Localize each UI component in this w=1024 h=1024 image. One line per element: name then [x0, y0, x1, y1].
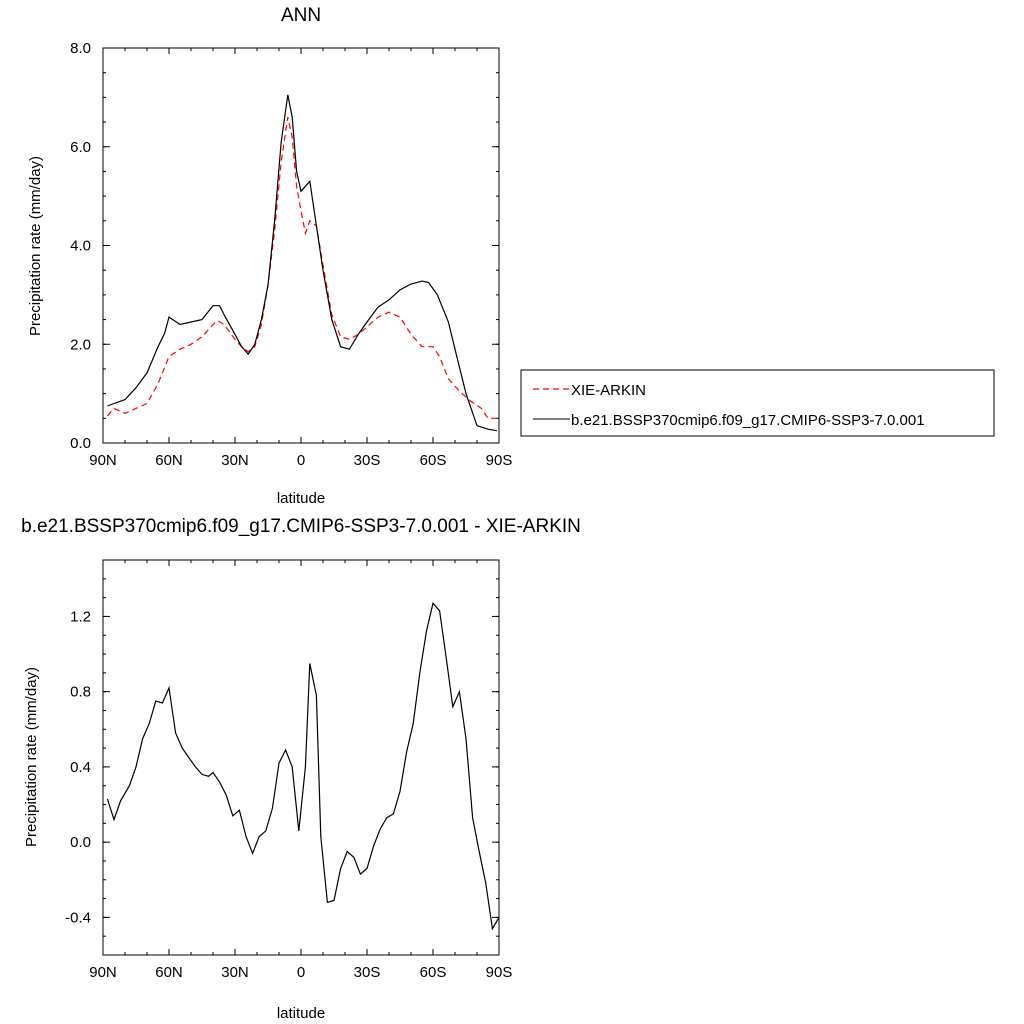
bottom-x-tick-label: 60N [155, 964, 183, 981]
top-y-tick-label: 6.0 [70, 139, 91, 156]
bottom-chart-title: b.e21.BSSP370cmip6.f09_g17.CMIP6-SSP3-7.… [21, 516, 581, 537]
top-x-tick-label: 60N [155, 452, 183, 469]
bottom-x-tick-label: 30S [354, 964, 381, 981]
top-series-group [106, 94, 497, 432]
bottom-x-axis-label: latitude [277, 1005, 325, 1022]
bottom-plot-frame [102, 559, 500, 956]
bottom-x-tick-label: 90S [486, 964, 513, 981]
top-x-tick-label: 30N [221, 452, 249, 469]
top-axes: 90N 60N 30N 0 30S 60S 90S 0.0 2.0 4.0 6.0 8.0 [70, 40, 512, 469]
bottom-x-tick-label: 0 [297, 964, 305, 981]
bottom-y-tick-label: 0.4 [70, 759, 91, 776]
top-y-tick-label: 8.0 [70, 40, 91, 57]
top-series-line-1 [107, 94, 497, 432]
bottom-x-tick-label: 60S [420, 964, 447, 981]
bottom-x-tick-label: 90N [89, 964, 117, 981]
bottom-panel: b.e21.BSSP370cmip6.f09_g17.CMIP6-SSP3-7.… [21, 516, 581, 1022]
top-y-tick-label: 4.0 [70, 238, 91, 255]
top-x-tick-label: 0 [297, 452, 305, 469]
top-series-line-0 [106, 116, 497, 419]
top-panel: ANN 90N 60N 30N 0 30S 60S 90S 0.0 2.0 4.0 6.0 8.0 l… [27, 5, 512, 507]
top-y-axis-label: Precipitation rate (mm/day) [27, 156, 44, 336]
bottom-y-tick-label: 0.0 [70, 834, 91, 851]
legend-box [520, 369, 995, 437]
top-x-tick-label: 90N [89, 452, 117, 469]
top-x-axis-label: latitude [277, 490, 325, 507]
top-x-tick-label: 30S [354, 452, 381, 469]
bottom-y-tick-label: 0.8 [70, 684, 91, 701]
legend-label-xie-arkin: XIE-ARKIN [571, 382, 646, 399]
bottom-y-axis-label: Precipitation rate (mm/day) [23, 667, 40, 847]
bottom-series-group [106, 602, 500, 931]
bottom-y-tick-label: -0.4 [65, 909, 91, 926]
top-y-tick-label: 2.0 [70, 336, 91, 353]
top-chart-title: ANN [281, 5, 321, 26]
legend: XIE-ARKIN b.e21.BSSP370cmip6.f09_g17.CMI… [520, 369, 995, 437]
top-y-tick-label: 0.0 [70, 435, 91, 452]
bottom-x-tick-label: 30N [221, 964, 249, 981]
bottom-y-tick-label: 1.2 [70, 608, 91, 625]
top-plot-frame [102, 47, 500, 444]
legend-label-model: b.e21.BSSP370cmip6.f09_g17.CMIP6-SSP3-7.… [571, 412, 925, 429]
top-x-tick-label: 90S [486, 452, 513, 469]
top-x-tick-label: 60S [420, 452, 447, 469]
bottom-series-line-0 [106, 602, 500, 931]
bottom-axes: 90N 60N 30N 0 30S 60S 90S -0.4 0.0 0.4 0.8 1.2 [65, 559, 513, 981]
